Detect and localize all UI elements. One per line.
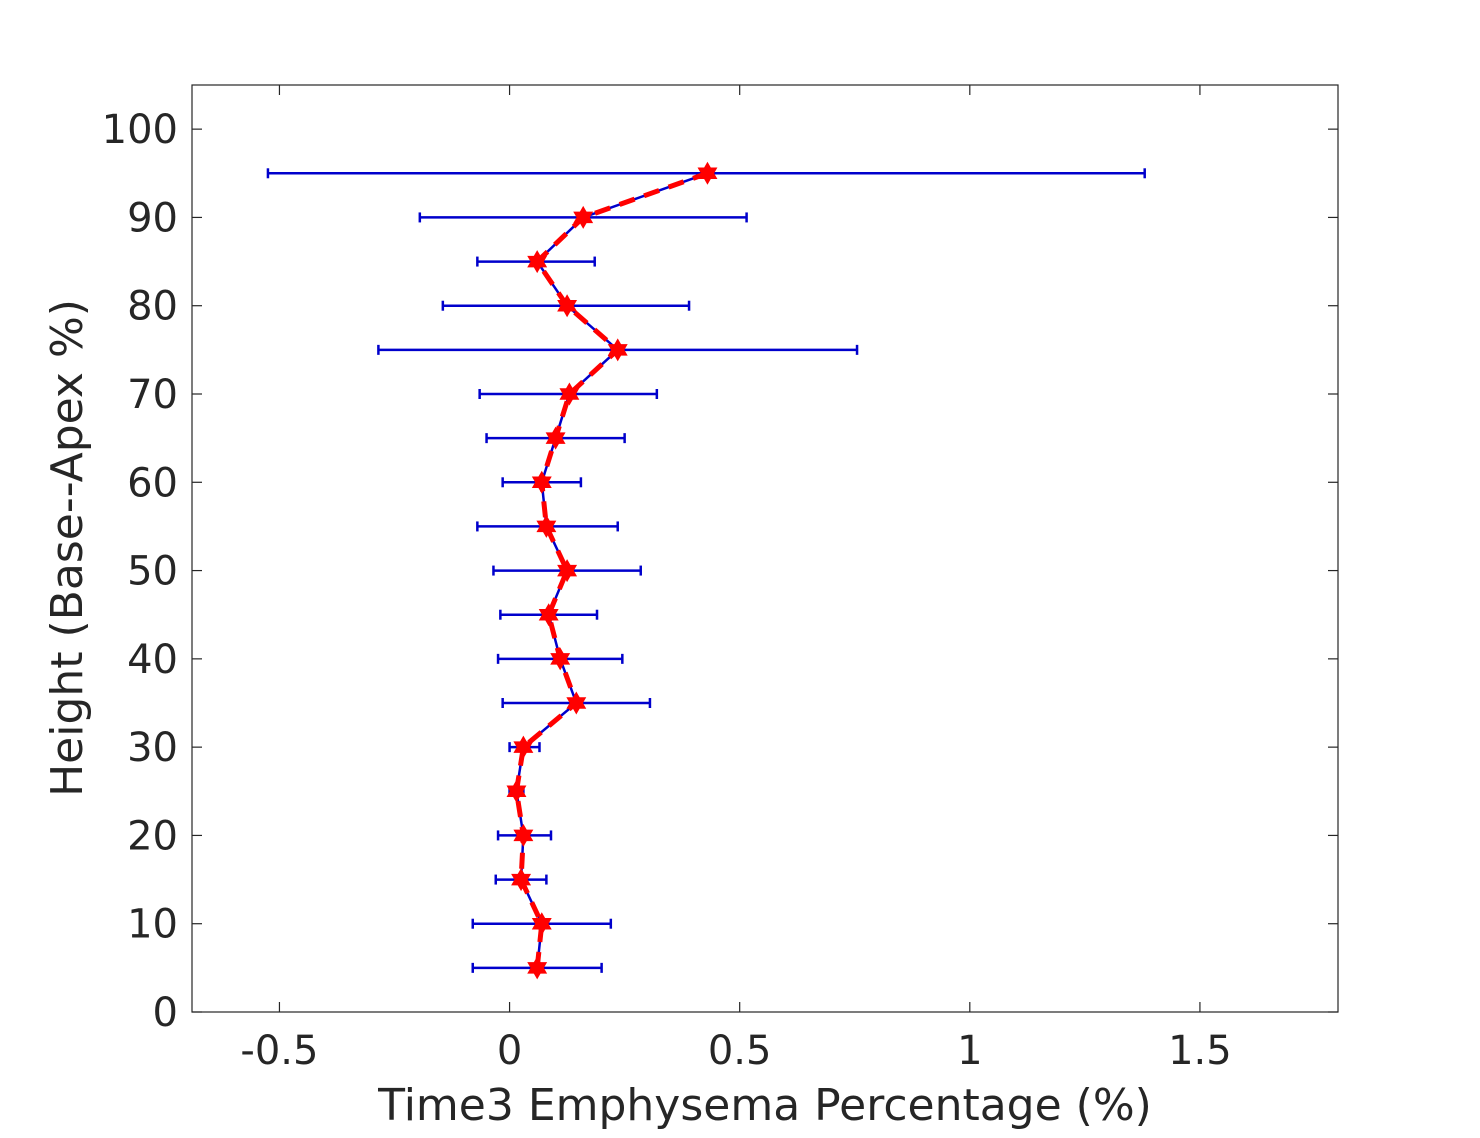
y-tick-label: 60 <box>127 460 178 506</box>
data-point <box>559 382 580 406</box>
data-point <box>527 250 548 274</box>
data-point <box>545 426 566 450</box>
y-tick-label: 70 <box>127 372 178 418</box>
data-point <box>506 779 527 803</box>
data-point <box>531 470 552 494</box>
data-point <box>550 647 571 671</box>
data-point <box>536 514 557 538</box>
y-axis-ticks: 0 10 20 30 40 50 60 70 80 90 100 <box>102 107 1338 1036</box>
y-tick-label: 0 <box>153 990 178 1036</box>
x-tick-label: -0.5 <box>240 1028 318 1074</box>
y-tick-label: 30 <box>127 725 178 771</box>
data-point <box>557 294 578 318</box>
data-point <box>697 161 718 185</box>
y-tick-label: 90 <box>127 195 178 241</box>
y-tick-label: 50 <box>127 549 178 595</box>
data-point <box>557 559 578 583</box>
data-point <box>513 735 534 759</box>
series-markers <box>506 161 718 980</box>
x-tick-label: 0 <box>497 1028 522 1074</box>
y-tick-label: 40 <box>127 637 178 683</box>
y-tick-label: 100 <box>102 107 178 153</box>
y-tick-label: 20 <box>127 813 178 859</box>
y-tick-label: 80 <box>127 284 178 330</box>
x-axis-ticks: -0.5 0 0.5 1 1.5 <box>240 85 1232 1074</box>
plot-area <box>191 84 1339 1013</box>
data-point <box>573 205 594 229</box>
data-point <box>566 691 587 715</box>
data-point <box>607 338 628 362</box>
x-tick-label: 0.5 <box>708 1028 772 1074</box>
y-axis-title: Height (Base--Apex %) <box>42 299 93 797</box>
x-tick-label: 1.5 <box>1168 1028 1232 1074</box>
x-tick-label: 1 <box>957 1028 982 1074</box>
data-point <box>511 868 532 892</box>
data-point <box>513 823 534 847</box>
data-point <box>531 912 552 936</box>
x-axis-title: Time3 Emphysema Percentage (%) <box>377 1080 1152 1131</box>
y-tick-label: 10 <box>127 902 178 948</box>
data-point <box>527 956 548 980</box>
data-point <box>538 603 559 627</box>
